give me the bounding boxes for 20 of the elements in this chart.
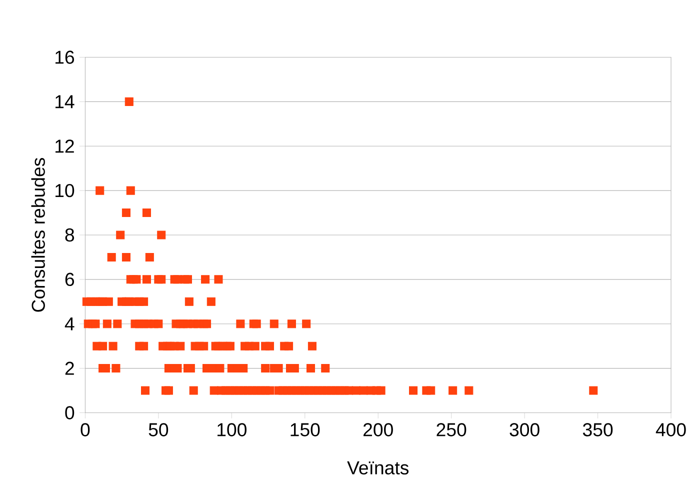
y-tick-label: 0: [65, 406, 74, 420]
x-tick-label: 200: [364, 422, 393, 436]
x-tick-label: 150: [290, 422, 320, 436]
x-tick-label: 100: [218, 422, 246, 436]
x-axis-title: Veïnats: [347, 461, 409, 474]
y-tick-label: 10: [56, 184, 74, 198]
x-tick-label: 350: [582, 422, 613, 436]
x-tick-label: 300: [510, 422, 540, 436]
y-tick-label: 4: [64, 317, 74, 330]
y-tick-label: 8: [65, 228, 74, 242]
x-tick-label: 400: [656, 422, 686, 436]
x-tick-label: 50: [148, 422, 168, 436]
x-tick-label: 0: [80, 422, 90, 436]
y-tick-label: 12: [56, 139, 74, 152]
y-tick-label: 2: [65, 362, 74, 375]
y-tick-label: 14: [56, 95, 74, 108]
y-axis-title: Consultes rebudes: [31, 158, 45, 312]
x-tick-label: 250: [436, 422, 466, 436]
y-tick-label: 16: [56, 50, 74, 64]
y-tick-label: 6: [65, 272, 74, 286]
